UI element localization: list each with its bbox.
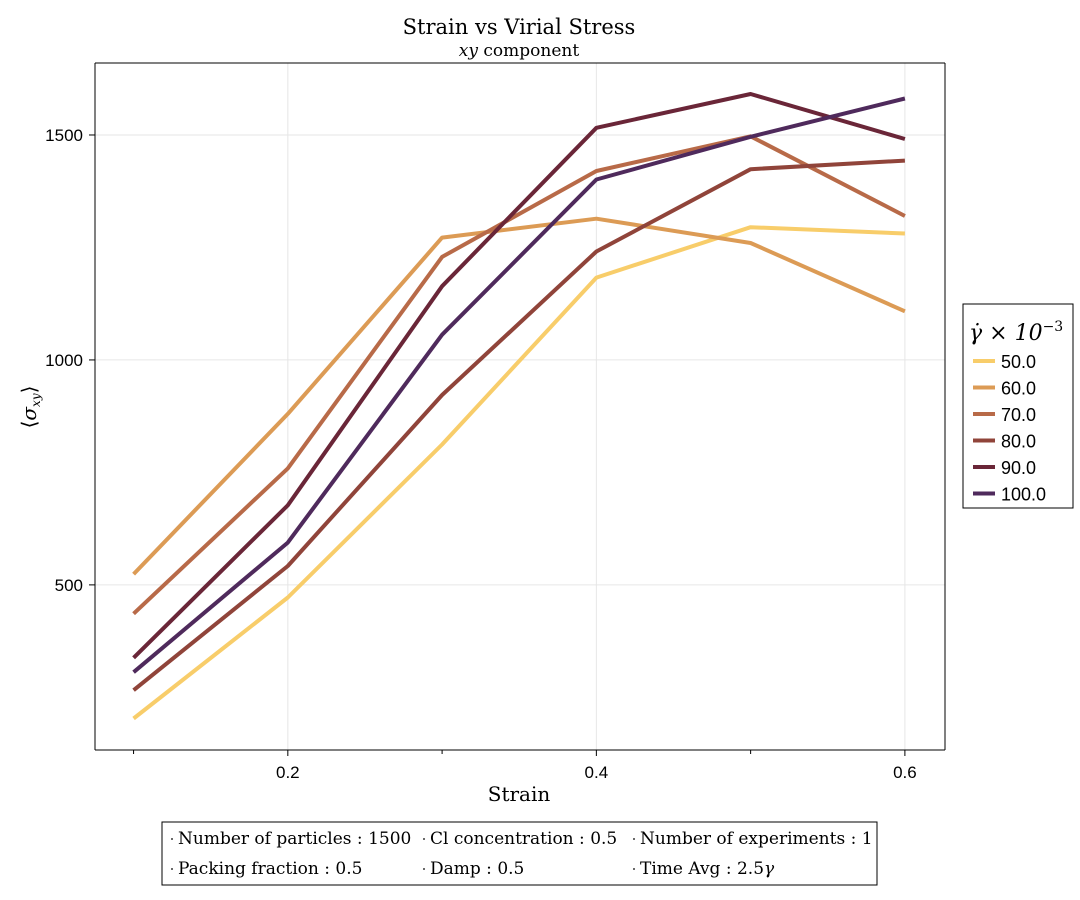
info-item: Number of particles : 1500 bbox=[171, 829, 411, 849]
info-box-frame bbox=[161, 821, 878, 886]
subtitle-variable: xy bbox=[459, 41, 479, 61]
subtitle-text: component bbox=[478, 41, 579, 61]
info-text: Cl concentration : 0.5 bbox=[430, 829, 617, 849]
info-bullet bbox=[633, 838, 635, 840]
x-axis-label: Strain bbox=[488, 782, 551, 806]
info-text: Number of particles : 1500 bbox=[178, 829, 411, 849]
info-text: Packing fraction : 0.5 bbox=[178, 859, 362, 879]
x-tick-label: 0.6 bbox=[893, 763, 917, 782]
legend-label: 60.0 bbox=[1001, 379, 1036, 399]
y-axis-label-sigma: σ bbox=[17, 406, 41, 421]
info-box: Number of particles : 1500 Cl concentrati… bbox=[161, 821, 878, 886]
x-tick-label: 0.2 bbox=[276, 763, 300, 782]
series-lines bbox=[132, 92, 906, 721]
info-bullet bbox=[171, 868, 173, 870]
info-text: Number of experiments : 1 bbox=[640, 829, 873, 849]
legend: γ̇ × 10−3 50.0 60.0 70.0 80.0 90.0 100.0 bbox=[962, 303, 1074, 509]
y-tick-label: 1000 bbox=[45, 351, 83, 370]
info-bullet bbox=[171, 838, 173, 840]
info-bullet bbox=[633, 868, 635, 870]
legend-frame bbox=[962, 303, 1074, 509]
chart-subtitle: xy component bbox=[459, 41, 580, 61]
legend-label: 90.0 bbox=[1001, 458, 1036, 478]
legend-label: 100.0 bbox=[1001, 485, 1046, 505]
legend-label: 80.0 bbox=[1001, 432, 1036, 452]
y-axis-label-open: ⟨ bbox=[17, 421, 41, 429]
y-axis-label-close: ⟩ bbox=[17, 386, 41, 394]
legend-label: 50.0 bbox=[1001, 352, 1036, 372]
series-line-70.0 bbox=[132, 134, 906, 616]
info-bullet bbox=[423, 868, 425, 870]
info-items: Number of particles : 1500 Cl concentrati… bbox=[171, 829, 873, 879]
legend-title-exponent: −3 bbox=[1043, 319, 1064, 335]
series-line-80.0 bbox=[132, 158, 906, 692]
chart-title: Strain vs Virial Stress bbox=[403, 15, 636, 39]
series-line-50.0 bbox=[132, 225, 905, 721]
info-item: Damp : 0.5 bbox=[423, 859, 524, 879]
legend-items: 50.0 60.0 70.0 80.0 90.0 100.0 bbox=[973, 352, 1046, 505]
info-text: Damp : 0.5 bbox=[430, 859, 524, 879]
legend-title-text: γ̇ × 10 bbox=[969, 321, 1043, 346]
info-bullet bbox=[423, 838, 425, 840]
info-item: Cl concentration : 0.5 bbox=[423, 829, 617, 849]
info-item: Packing fraction : 0.5 bbox=[171, 859, 362, 879]
x-tick-label: 0.4 bbox=[585, 763, 609, 782]
series-line-100.0 bbox=[132, 96, 906, 674]
plot-area: 0.2 0.4 0.6 500 1000 1500 bbox=[45, 62, 946, 782]
series-line-90.0 bbox=[132, 92, 906, 660]
legend-title: γ̇ × 10−3 bbox=[969, 319, 1063, 346]
y-tick-label: 1500 bbox=[45, 126, 83, 145]
ticks: 0.2 0.4 0.6 500 1000 1500 bbox=[45, 126, 917, 782]
info-item: Time Avg : 2.5γ bbox=[633, 859, 775, 879]
y-tick-label: 500 bbox=[55, 576, 83, 595]
legend-label: 70.0 bbox=[1001, 405, 1036, 425]
y-axis-label: ⟨σxy⟩ bbox=[17, 386, 43, 429]
y-axis-label-sub: xy bbox=[29, 393, 43, 407]
info-item: Number of experiments : 1 bbox=[633, 829, 873, 849]
series-line-60.0 bbox=[132, 216, 906, 576]
info-text: Time Avg : 2.5γ bbox=[640, 859, 775, 879]
